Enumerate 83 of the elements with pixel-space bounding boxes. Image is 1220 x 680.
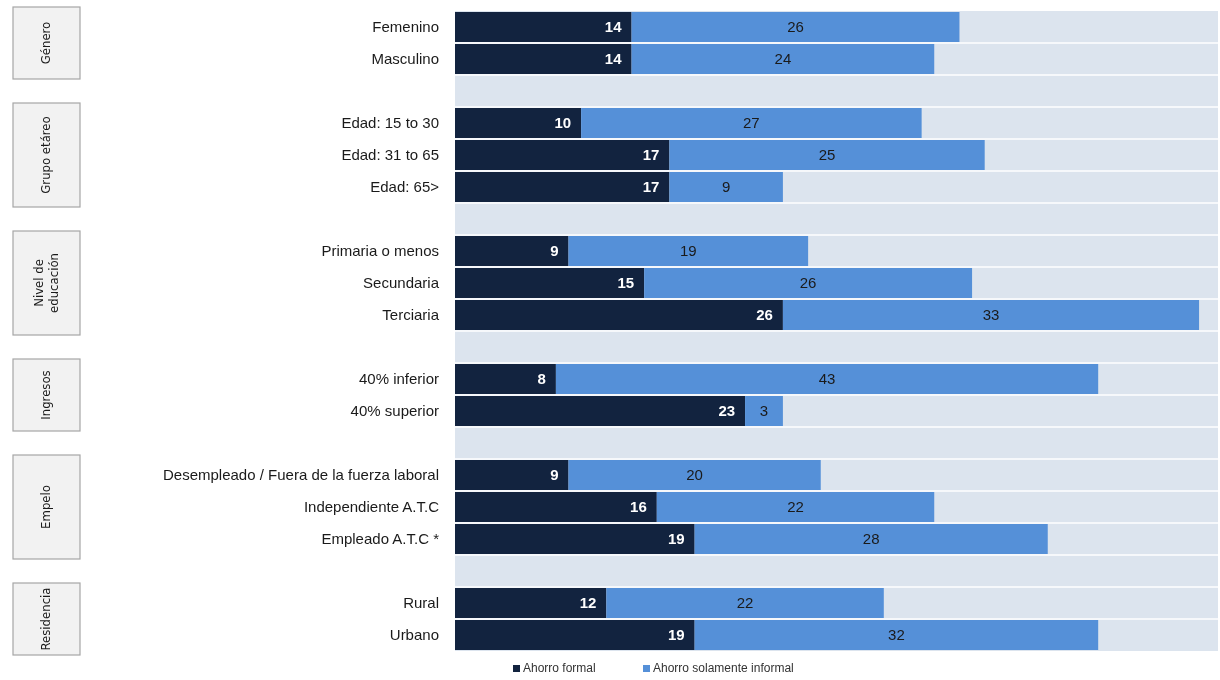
y-tick-label: Femenino — [372, 18, 439, 35]
y-tick-label: Edad: 15 to 30 — [341, 114, 439, 131]
data-label: 17 — [642, 178, 660, 195]
text: Ingresos — [38, 370, 53, 420]
data-label: 22 — [787, 498, 804, 515]
data-label: 26 — [787, 18, 804, 35]
y-tick-label: Masculino — [371, 50, 439, 67]
data-label: 26 — [756, 306, 773, 323]
data-label: 20 — [686, 466, 703, 483]
data-label: 19 — [667, 530, 685, 547]
bar — [644, 268, 973, 298]
bar — [455, 620, 695, 650]
bar — [555, 364, 1099, 394]
bar — [581, 108, 922, 138]
data-label: 28 — [862, 530, 880, 547]
data-label: 9 — [550, 466, 559, 483]
bar — [455, 268, 645, 298]
data-label: 3 — [759, 402, 769, 419]
bar — [455, 172, 670, 202]
bar — [669, 140, 985, 170]
y-tick-label: Desempleado / Fuera de la fuerza laboral — [163, 466, 439, 483]
bar — [455, 12, 632, 42]
y-tick-label: Secundaria — [363, 274, 440, 291]
text: Género — [38, 21, 53, 65]
data-label: 16 — [630, 498, 647, 515]
bar — [455, 588, 607, 618]
y-tick-label: Primaria o menos — [321, 242, 439, 259]
y-tick-label: Edad: 65> — [370, 178, 440, 195]
data-label: 24 — [774, 50, 792, 67]
text: Grupo etáreo — [38, 116, 53, 194]
bar — [455, 108, 582, 138]
data-label: 15 — [617, 274, 635, 291]
bar — [455, 300, 783, 330]
data-label: 26 — [799, 274, 817, 291]
y-tick-label: Terciaria — [382, 306, 440, 323]
data-label: 22 — [736, 594, 754, 611]
data-label: 19 — [667, 626, 685, 643]
y-tick-label: 40% superior — [350, 402, 439, 419]
bar — [455, 236, 569, 266]
bar — [656, 492, 935, 522]
y-tick-label: Rural — [403, 594, 439, 611]
data-label: 14 — [604, 18, 623, 35]
bar — [694, 524, 1048, 554]
data-label: 9 — [721, 178, 731, 195]
data-label: 25 — [818, 146, 836, 163]
bar — [568, 460, 821, 490]
bar — [631, 12, 960, 42]
data-label: 12 — [579, 594, 597, 611]
data-label: 17 — [642, 146, 660, 163]
data-label: 9 — [550, 242, 559, 259]
bar — [455, 524, 695, 554]
data-label: 32 — [888, 626, 905, 643]
bar — [782, 300, 1200, 330]
data-label: 14 — [604, 50, 623, 67]
data-label: 23 — [718, 402, 736, 419]
text: Residencia — [38, 587, 53, 651]
text: Empelo — [38, 485, 53, 529]
data-label: 43 — [818, 370, 836, 387]
y-tick-label: Empleado A.T.C * — [321, 530, 440, 547]
data-label: 10 — [554, 114, 572, 131]
legend-label: Ahorro solamente informal — [653, 661, 794, 675]
bar — [455, 44, 632, 74]
text: Nivel de educación — [30, 253, 61, 313]
data-label: 8 — [537, 370, 546, 387]
y-tick-label: 40% inferior — [358, 370, 439, 387]
bar — [631, 44, 935, 74]
y-tick-label: Urbano — [389, 626, 439, 643]
bar — [455, 460, 569, 490]
bar — [669, 172, 783, 202]
bar — [455, 396, 746, 426]
bar — [745, 396, 783, 426]
bar — [568, 236, 809, 266]
data-label: 33 — [982, 306, 1000, 323]
data-label: 27 — [743, 114, 760, 131]
legend-label: Ahorro formal — [523, 661, 596, 675]
bar — [455, 364, 556, 394]
bar — [694, 620, 1099, 650]
data-label: 19 — [679, 242, 697, 259]
bar — [455, 492, 657, 522]
bar — [455, 140, 670, 170]
bar — [606, 588, 884, 618]
y-tick-label: Independiente A.T.C — [303, 498, 440, 515]
y-tick-label: Edad: 31 to 65 — [341, 146, 439, 163]
